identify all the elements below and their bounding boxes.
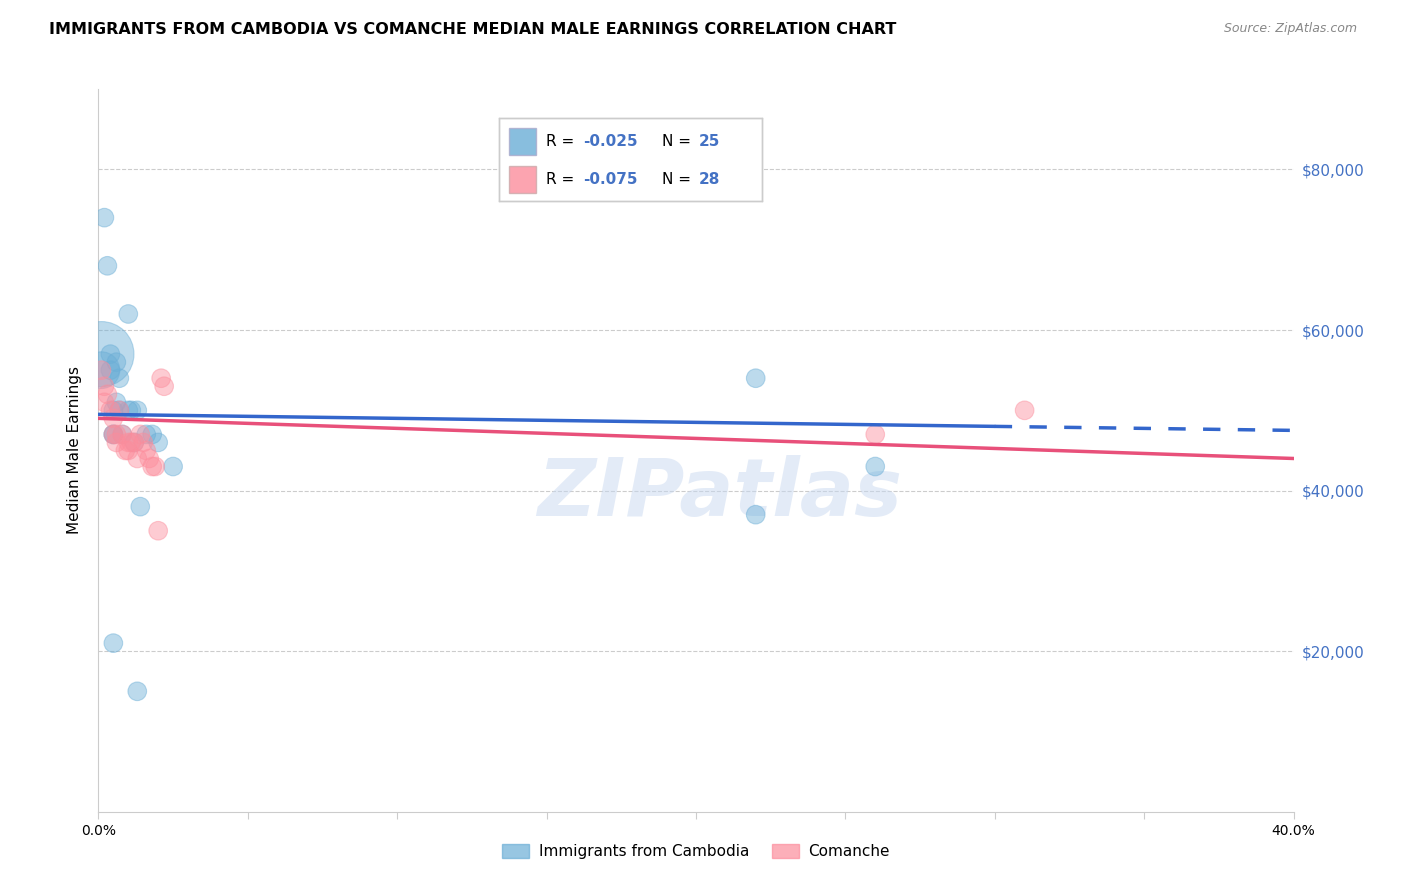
Point xyxy=(103,403,125,417)
Text: Source: ZipAtlas.com: Source: ZipAtlas.com xyxy=(1223,22,1357,36)
Point xyxy=(117,443,139,458)
Point xyxy=(138,451,160,466)
Point xyxy=(153,379,176,393)
Point xyxy=(90,347,112,361)
Point xyxy=(132,435,155,450)
Point xyxy=(108,403,131,417)
Point xyxy=(98,347,122,361)
Point xyxy=(745,508,768,522)
Point xyxy=(108,371,131,385)
Point xyxy=(103,411,125,425)
Point xyxy=(745,371,768,385)
Point xyxy=(105,427,128,442)
Point xyxy=(117,403,139,417)
Point xyxy=(865,459,887,474)
Point xyxy=(150,371,173,385)
Point xyxy=(141,427,163,442)
Point xyxy=(103,427,125,442)
Text: ZIPatlas: ZIPatlas xyxy=(537,455,903,533)
Point xyxy=(90,363,112,377)
Point xyxy=(93,211,115,225)
Point xyxy=(1014,403,1036,417)
Point xyxy=(127,684,149,698)
Point xyxy=(120,403,142,417)
Point xyxy=(98,363,122,377)
Point xyxy=(120,435,142,450)
Point xyxy=(103,427,125,442)
Point xyxy=(93,395,115,409)
Point xyxy=(162,459,184,474)
Point xyxy=(111,427,134,442)
Point xyxy=(141,459,163,474)
Point xyxy=(111,427,134,442)
Point xyxy=(124,435,146,450)
Y-axis label: Median Male Earnings: Median Male Earnings xyxy=(67,367,83,534)
Point xyxy=(124,435,146,450)
Point xyxy=(143,459,166,474)
Point xyxy=(148,524,170,538)
Point xyxy=(98,403,122,417)
Point xyxy=(103,427,125,442)
Point xyxy=(129,427,152,442)
Point xyxy=(105,395,128,409)
Point xyxy=(127,451,149,466)
Legend: Immigrants from Cambodia, Comanche: Immigrants from Cambodia, Comanche xyxy=(496,838,896,865)
Point xyxy=(135,427,157,442)
Point xyxy=(117,307,139,321)
Point xyxy=(93,379,115,393)
Point xyxy=(108,403,131,417)
Text: IMMIGRANTS FROM CAMBODIA VS COMANCHE MEDIAN MALE EARNINGS CORRELATION CHART: IMMIGRANTS FROM CAMBODIA VS COMANCHE MED… xyxy=(49,22,897,37)
Point xyxy=(117,435,139,450)
Point xyxy=(114,443,136,458)
Point xyxy=(96,259,118,273)
Point xyxy=(129,500,152,514)
Point xyxy=(90,363,112,377)
Point xyxy=(127,403,149,417)
Point xyxy=(96,387,118,401)
Point xyxy=(135,443,157,458)
Point xyxy=(865,427,887,442)
Point xyxy=(105,435,128,450)
Point xyxy=(148,435,170,450)
Point xyxy=(105,355,128,369)
Point xyxy=(103,636,125,650)
